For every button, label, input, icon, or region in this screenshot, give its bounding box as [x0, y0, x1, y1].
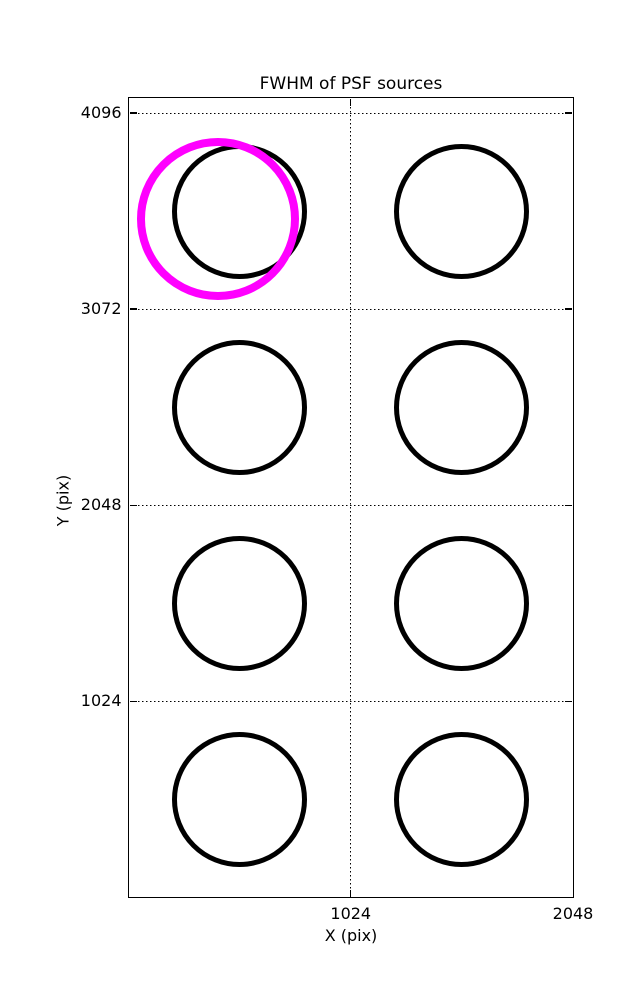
y-tick-right	[565, 700, 572, 703]
psf-source-marker	[172, 535, 308, 671]
y-tick-right	[565, 112, 572, 114]
y-tick-label: 4096	[80, 103, 122, 122]
y-tick-left	[129, 308, 137, 310]
x-tick-bottom	[350, 889, 352, 897]
psf-source-marker	[394, 731, 530, 867]
y-tick-left	[129, 504, 137, 506]
x-tick-top	[350, 98, 352, 106]
psf-source-marker	[394, 535, 530, 671]
y-tick-left	[129, 112, 137, 114]
y-tick-label: 1024	[80, 691, 122, 711]
plot-frame	[128, 97, 574, 898]
psf-source-marker	[172, 731, 308, 867]
x-axis-label: X (pix)	[324, 926, 378, 945]
chart-title: FWHM of PSF sources	[259, 74, 443, 94]
x-tick-label: 2048	[552, 903, 594, 923]
psf-source-marker	[172, 339, 308, 475]
psf-source-marker	[394, 339, 530, 475]
highlighted-source-marker	[136, 138, 299, 301]
y-axis-label: Y (pix)	[53, 474, 73, 527]
x-gridline	[350, 98, 352, 897]
psf-source-marker	[394, 143, 530, 279]
y-tick-left	[129, 700, 137, 703]
x-tick-label: 1024	[330, 903, 372, 923]
y-tick-label: 3072	[80, 299, 122, 319]
y-tick-right	[565, 308, 572, 310]
y-tick-right	[565, 504, 572, 506]
y-tick-label: 2048	[80, 495, 122, 515]
